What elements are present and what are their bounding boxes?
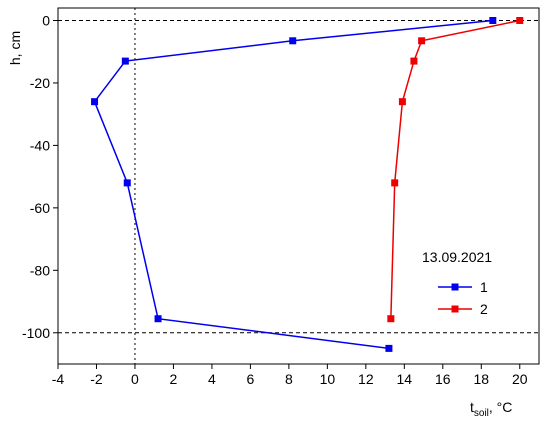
legend-label: 2 [480,301,488,317]
legend-marker [451,305,459,313]
x-tick-label: 0 [131,371,139,387]
plot-frame [57,7,540,365]
data-point [391,179,399,187]
y-axis-label: h, cm [7,31,23,65]
data-point [418,37,426,45]
x-tick-label: 4 [208,371,216,387]
y-tick-label: -100 [22,325,50,341]
y-tick-label: -80 [30,262,50,278]
x-tick-label: 6 [247,371,255,387]
x-tick-label: 14 [397,371,413,387]
data-point [385,344,393,352]
x-label-sub: soil [474,408,489,419]
data-point [123,179,131,187]
legend-marker [451,283,459,291]
x-tick-label: 20 [512,371,528,387]
x-tick-label: 2 [170,371,178,387]
series-line [390,19,520,319]
x-tick-label: 12 [358,371,374,387]
data-point [289,37,297,45]
data-point [154,315,162,323]
legend-title: 13.09.2021 [422,249,492,265]
y-tick-label: -20 [30,75,50,91]
legend-label: 1 [480,279,488,295]
y-tick-label: 0 [42,12,50,28]
x-tick-label: 16 [435,371,451,387]
x-axis-label: tsoil, °C [470,399,512,419]
x-label-unit: , °C [489,399,513,415]
x-tick-label: 8 [285,371,293,387]
data-point [91,98,99,106]
x-tick-label: 18 [473,371,489,387]
x-tick-label: -2 [90,371,103,387]
x-tick-label: -4 [52,371,65,387]
data-point [516,16,524,24]
data-point [387,315,395,323]
data-point [398,98,406,106]
data-point [489,16,497,24]
data-point [121,57,129,65]
data-point [410,57,418,65]
x-tick-label: 10 [320,371,336,387]
series-line [93,19,493,350]
x-label-main: t [470,399,474,415]
y-tick-label: -60 [30,200,50,216]
y-tick-label: -40 [30,137,50,153]
